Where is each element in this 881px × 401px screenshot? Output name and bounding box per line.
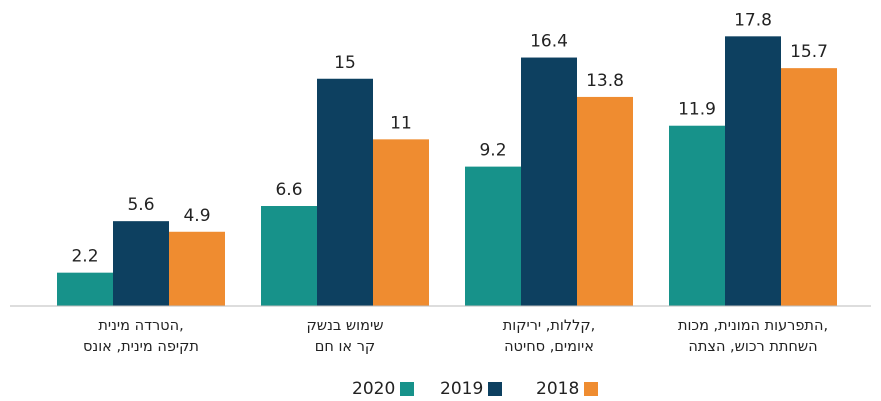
bar	[113, 221, 169, 306]
category-label: קר או חם	[315, 339, 375, 355]
value-label: 17.8	[734, 10, 772, 30]
legend-label: 2019	[440, 379, 483, 399]
category-label: התפרעות המונית, מכות,	[678, 318, 828, 334]
category-label: הטרדה מינית,	[98, 318, 183, 334]
category-label: איומים, סחיטה	[504, 339, 594, 355]
value-label: 16.4	[530, 32, 568, 52]
value-label: 15.7	[790, 42, 828, 62]
value-label: 4.9	[183, 206, 210, 226]
category-label: תקיפה מינית, אונס	[83, 339, 199, 355]
bar	[521, 57, 577, 306]
value-label: 6.6	[275, 180, 302, 200]
category-label: קללות, יריקות,	[503, 318, 596, 334]
value-label: 5.6	[127, 195, 154, 215]
bar	[725, 36, 781, 307]
value-label: 15	[334, 53, 356, 73]
bar	[781, 68, 837, 307]
bar	[577, 96, 633, 307]
value-label: 11.9	[678, 100, 716, 120]
bar	[373, 139, 429, 306]
bar	[261, 206, 317, 306]
legend-swatch	[584, 382, 598, 396]
category-label: שימוש בנשק	[307, 318, 384, 334]
bar	[169, 231, 225, 306]
bar	[669, 125, 725, 306]
value-label: 13.8	[586, 71, 624, 91]
bar	[465, 166, 521, 306]
bar	[317, 78, 373, 306]
legend-swatch	[400, 382, 414, 396]
value-label: 2.2	[71, 247, 98, 267]
legend-swatch	[488, 382, 502, 396]
bar	[57, 272, 113, 306]
legend-label: 2020	[352, 379, 395, 399]
value-label: 11	[390, 113, 412, 133]
value-label: 9.2	[479, 141, 506, 161]
category-label: השחתת רכוש, הצתה	[688, 339, 817, 355]
legend-label: 2018	[536, 379, 579, 399]
